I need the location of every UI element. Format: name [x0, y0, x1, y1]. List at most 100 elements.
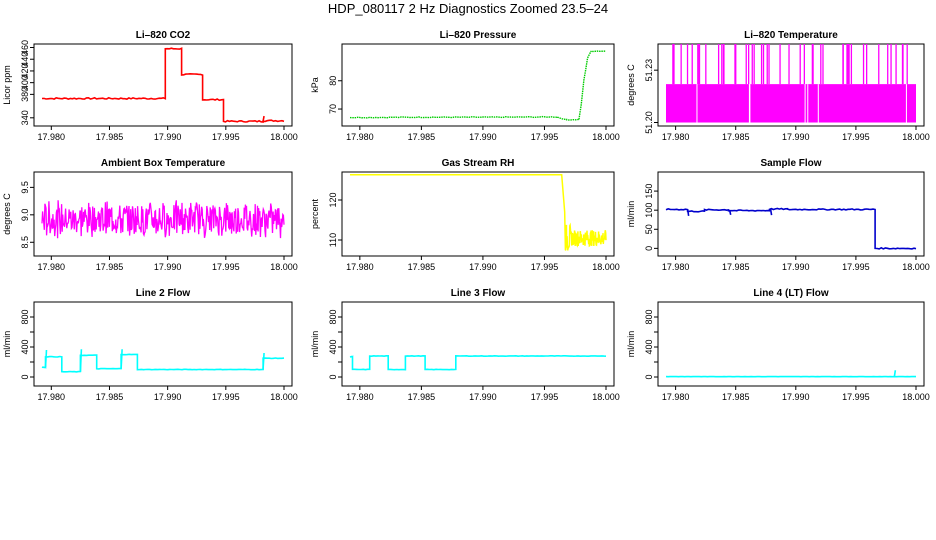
x-tick-label: 17.980: [346, 392, 374, 402]
panel-title: Ambient Box Temperature: [101, 158, 226, 169]
series-line: [41, 200, 285, 239]
x-tick-label: 17.995: [531, 392, 559, 402]
y-tick-label: 0: [644, 246, 654, 251]
x-tick-label: 17.990: [154, 132, 182, 142]
y-axis-label: kPa: [310, 77, 320, 93]
panel-sampleflow: Sample Flow 17.980 17.985 17.990 17.995 18.00…: [626, 158, 930, 272]
y-axis-label: ml/min: [2, 331, 12, 358]
y-tick-label: 9.5: [20, 181, 30, 194]
x-tick-label: 17.985: [96, 392, 124, 402]
plot-frame: [33, 301, 293, 387]
y-tick-label: 110: [328, 233, 338, 247]
y-tick-label: 0: [328, 374, 338, 379]
x-tick-label: 17.990: [782, 132, 810, 142]
y-tick-label: 420: [20, 63, 30, 78]
y-axis-label: degrees C: [2, 193, 12, 235]
y-axis-label: percent: [310, 198, 320, 229]
y-tick-label: 100: [644, 203, 654, 218]
y-tick-label: 800: [644, 309, 654, 324]
panel-line3: Line 3 Flow 17.980 17.985 17.990 17.995 18.00…: [310, 288, 620, 402]
series-spike: [262, 352, 265, 370]
y-tick-label: 51.20: [644, 111, 654, 134]
x-tick-label: 18.000: [592, 132, 620, 142]
x-tick-label: 18.000: [902, 262, 930, 272]
x-tick-label: 18.000: [902, 392, 930, 402]
y-tick-label: 400: [644, 339, 654, 354]
y-tick-label: 80: [328, 76, 338, 86]
x-tick-label: 17.980: [662, 262, 690, 272]
panel-title: Line 2 Flow: [136, 288, 191, 299]
x-tick-label: 18.000: [270, 132, 298, 142]
x-tick-label: 17.980: [38, 392, 66, 402]
x-tick-label: 17.985: [722, 262, 750, 272]
x-tick-label: 17.995: [842, 392, 870, 402]
series-line: [41, 353, 285, 373]
y-tick-label: 380: [20, 87, 30, 102]
series-spike: [769, 208, 773, 216]
series-spike: [262, 115, 265, 122]
panel-line2: Line 2 Flow 17.980 17.985 17.990 17.995 18.00…: [2, 288, 298, 402]
x-tick-label: 17.985: [408, 132, 436, 142]
series-spike: [686, 209, 690, 217]
panel-title: Li–820 CO2: [136, 30, 191, 41]
y-axis-label: ml/min: [310, 331, 320, 358]
y-tick-label: 51.23: [644, 59, 654, 82]
x-tick-label: 17.990: [782, 392, 810, 402]
y-tick-label: 440: [20, 52, 30, 67]
x-tick-label: 17.985: [722, 392, 750, 402]
y-axis-label: ml/min: [626, 331, 636, 358]
x-tick-label: 17.995: [212, 132, 240, 142]
x-tick-label: 18.000: [270, 392, 298, 402]
plot-frame: [657, 301, 925, 387]
panel-title: Gas Stream RH: [442, 158, 515, 169]
panel-rh: Gas Stream RH 17.980 17.985 17.990 17.995 18.…: [310, 158, 620, 272]
panel-title: Li–820 Temperature: [744, 30, 838, 41]
plot-frame: [657, 43, 925, 127]
series-spike: [120, 349, 123, 369]
x-tick-label: 17.980: [38, 132, 66, 142]
series-spike: [79, 349, 83, 372]
y-tick-label: 50: [644, 224, 654, 234]
panel-title: Line 4 (LT) Flow: [753, 288, 829, 299]
y-tick-label: 9.0: [20, 209, 30, 222]
x-tick-label: 17.985: [96, 132, 124, 142]
series-band: [666, 84, 916, 123]
y-tick-label: 150: [644, 184, 654, 199]
x-tick-label: 17.990: [469, 132, 497, 142]
x-tick-label: 17.995: [531, 262, 559, 272]
y-tick-label: 400: [328, 339, 338, 354]
plot-frame: [341, 171, 615, 257]
x-tick-label: 17.980: [346, 132, 374, 142]
plot-frame: [33, 43, 293, 127]
series-line: [349, 354, 607, 371]
x-tick-label: 17.995: [212, 262, 240, 272]
x-tick-label: 17.980: [662, 132, 690, 142]
x-tick-label: 17.985: [408, 392, 436, 402]
y-tick-label: 800: [328, 309, 338, 324]
y-tick-label: 0: [644, 374, 654, 379]
x-tick-label: 17.980: [662, 392, 690, 402]
series-line: [350, 174, 607, 251]
x-tick-label: 17.990: [154, 262, 182, 272]
y-axis-label: ml/min: [626, 201, 636, 228]
y-tick-label: 8.5: [20, 236, 30, 249]
y-tick-label: 800: [20, 309, 30, 324]
y-tick-label: 460: [20, 40, 30, 55]
panel-pressure: Li–820 Pressure 17.980 17.985 17.990 17.995 1…: [310, 30, 620, 142]
panel-title: Sample Flow: [760, 158, 821, 169]
x-tick-label: 17.995: [531, 132, 559, 142]
panel-co2: Li–820 CO2 17.980 17.985 17.990 17.995 18.000…: [2, 30, 298, 142]
series-line: [41, 47, 285, 123]
series-spike: [728, 210, 732, 215]
series-line: [665, 207, 917, 250]
y-tick-label: 120: [328, 192, 338, 207]
x-tick-label: 17.985: [408, 262, 436, 272]
plot-frame: [341, 43, 615, 127]
x-tick-label: 17.990: [469, 392, 497, 402]
x-tick-label: 17.995: [842, 262, 870, 272]
panel-li820temp: Li–820 Temperature 17.980 17.985 17.990 17.9…: [626, 30, 930, 142]
y-tick-label: 400: [20, 339, 30, 354]
plot-frame: [33, 171, 293, 257]
plot-frame: [657, 171, 925, 257]
x-tick-label: 18.000: [902, 132, 930, 142]
